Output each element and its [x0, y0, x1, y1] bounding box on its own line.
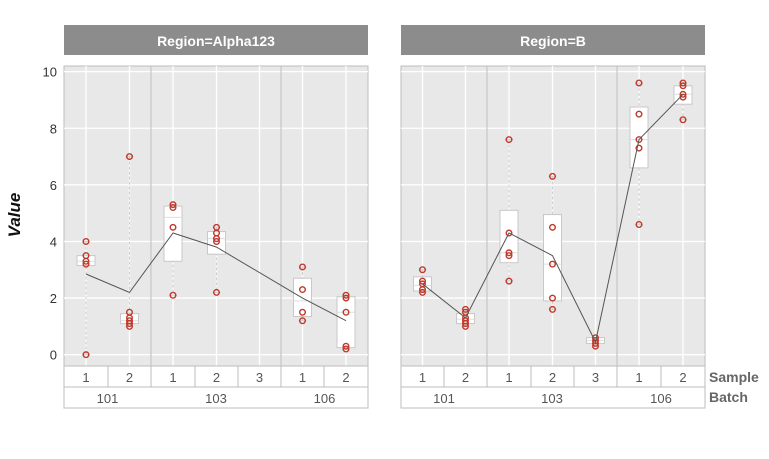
data-point — [212, 223, 220, 231]
data-point — [82, 260, 90, 268]
sample-row-label: Sample — [709, 369, 759, 385]
data-point — [679, 116, 687, 124]
box — [336, 296, 356, 349]
data-point — [505, 136, 513, 144]
data-point — [505, 252, 513, 260]
batch-label: 106 — [314, 391, 336, 406]
box — [293, 277, 312, 317]
data-point — [419, 277, 427, 285]
data-point — [125, 153, 133, 161]
batch-row-label: Batch — [709, 389, 748, 405]
data-point — [505, 249, 513, 257]
batch-label: 103 — [541, 391, 563, 406]
y-tick-label: 10 — [43, 65, 57, 80]
facet-title: Region=B — [520, 33, 586, 49]
sample-label: 1 — [299, 370, 306, 385]
data-point — [549, 305, 557, 313]
sample-label: 2 — [549, 370, 556, 385]
facet-strip — [401, 25, 705, 55]
facet-title: Region=Alpha123 — [157, 33, 275, 49]
data-point — [169, 201, 177, 209]
data-point — [82, 252, 90, 260]
data-point — [125, 308, 133, 316]
data-point — [679, 90, 687, 98]
data-point — [342, 308, 350, 316]
data-point — [82, 237, 90, 245]
box — [499, 209, 519, 264]
data-point — [419, 280, 427, 288]
data-point — [125, 317, 133, 325]
sample-label: 1 — [82, 370, 89, 385]
data-point — [635, 144, 643, 152]
data-point — [419, 266, 427, 274]
data-point — [212, 237, 220, 245]
data-point — [635, 220, 643, 228]
y-tick-label: 0 — [50, 348, 57, 363]
data-point — [505, 277, 513, 285]
data-point — [635, 110, 643, 118]
sample-label: 1 — [169, 370, 176, 385]
batch-label: 106 — [650, 391, 672, 406]
data-point — [342, 294, 350, 302]
facet-strip — [64, 25, 368, 55]
sample-label: 2 — [126, 370, 133, 385]
sample-label: 3 — [592, 370, 599, 385]
box — [207, 231, 226, 255]
data-point — [592, 337, 600, 345]
data-point — [342, 345, 350, 353]
y-axis-title: Value — [5, 193, 24, 238]
sample-label: 2 — [679, 370, 686, 385]
sample-label: 2 — [342, 370, 349, 385]
data-point — [549, 223, 557, 231]
mean-line — [85, 232, 347, 322]
y-tick-label: 2 — [50, 291, 57, 306]
sample-label: 1 — [635, 370, 642, 385]
data-point — [635, 136, 643, 144]
data-point — [462, 305, 470, 313]
data-point — [299, 317, 307, 325]
data-point — [342, 342, 350, 350]
data-point — [299, 308, 307, 316]
data-point — [169, 291, 177, 299]
data-point — [299, 263, 307, 271]
mean-line — [422, 93, 684, 344]
y-tick-label: 4 — [50, 234, 57, 249]
box — [543, 214, 562, 302]
data-point — [82, 351, 90, 359]
sample-label: 1 — [505, 370, 512, 385]
data-point — [342, 291, 350, 299]
sample-label: 2 — [213, 370, 220, 385]
sample-label: 3 — [256, 370, 263, 385]
batch-label: 103 — [205, 391, 227, 406]
data-point — [169, 223, 177, 231]
data-point — [169, 204, 177, 212]
data-point — [679, 82, 687, 90]
data-point — [679, 79, 687, 87]
batch-label: 101 — [433, 391, 455, 406]
y-tick-label: 6 — [50, 178, 57, 193]
data-point — [549, 172, 557, 180]
data-point — [212, 288, 220, 296]
batch-label: 101 — [97, 391, 119, 406]
box — [76, 255, 96, 267]
sample-label: 2 — [462, 370, 469, 385]
data-point — [419, 288, 427, 296]
data-point — [549, 294, 557, 302]
y-tick-label: 8 — [50, 121, 57, 136]
sample-label: 1 — [419, 370, 426, 385]
data-point — [635, 79, 643, 87]
data-point — [505, 229, 513, 237]
data-point — [299, 286, 307, 294]
data-point — [549, 260, 557, 268]
